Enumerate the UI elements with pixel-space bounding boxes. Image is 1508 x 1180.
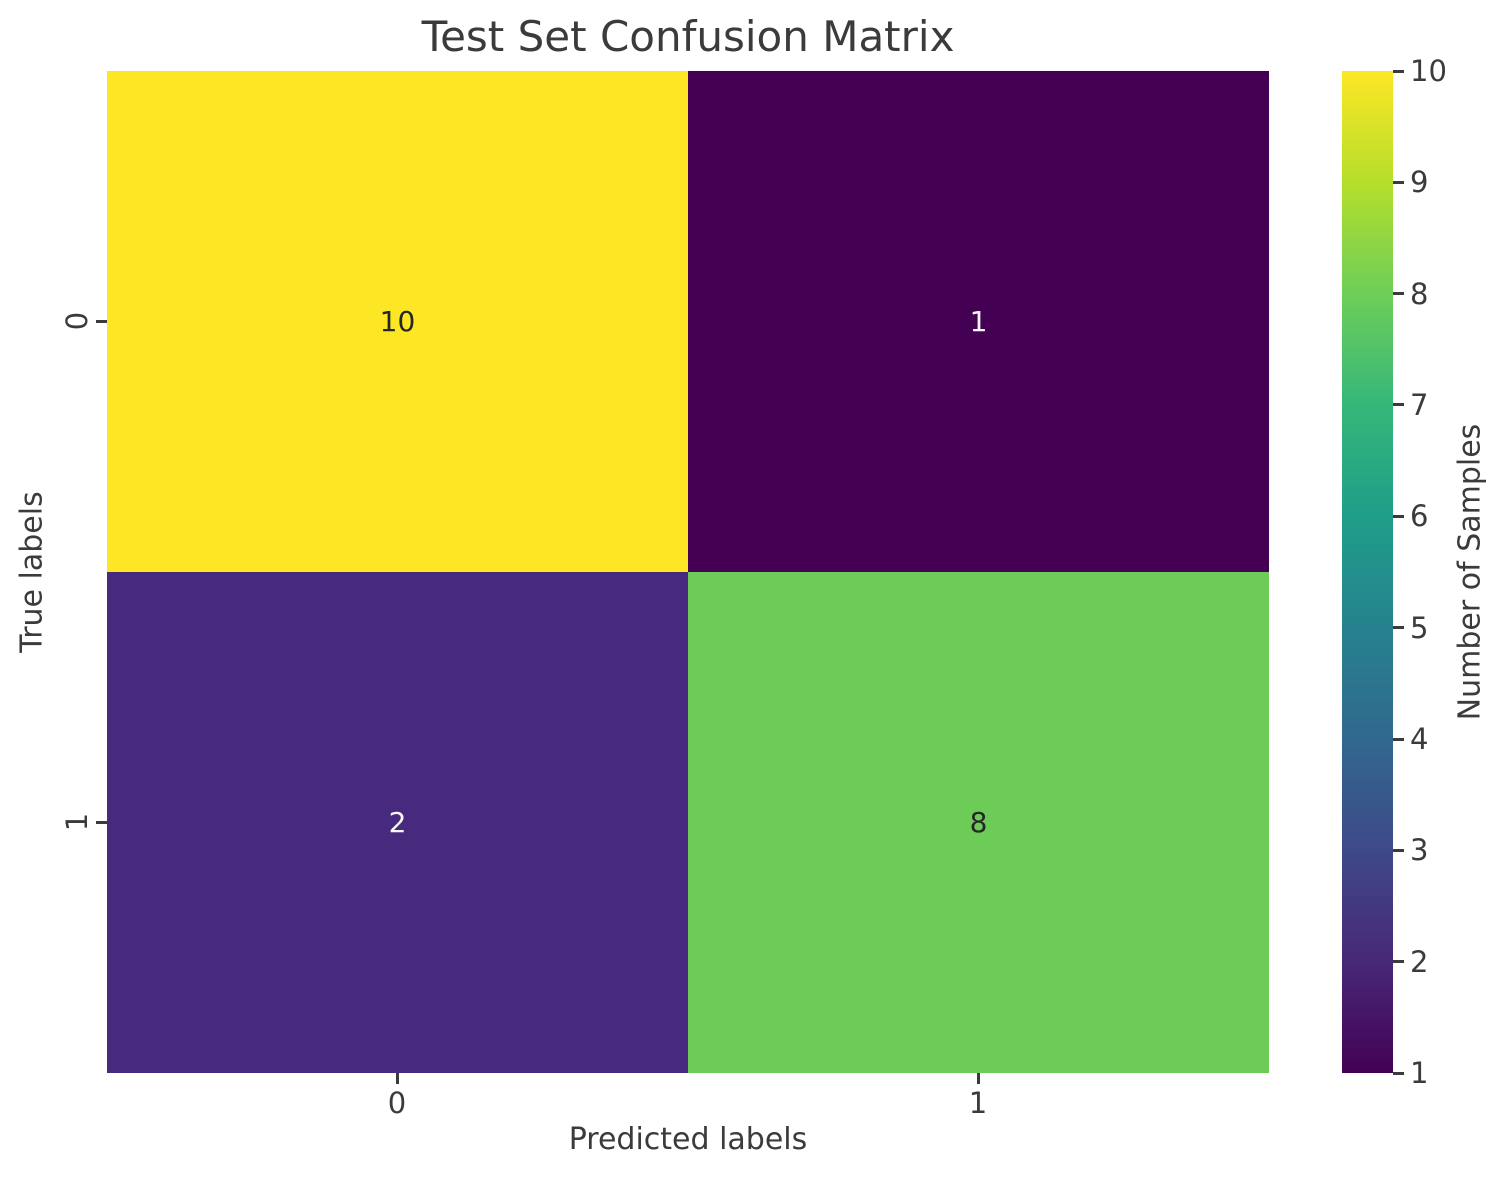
colorbar-tick-label: 7 — [1410, 387, 1429, 422]
colorbar-tick-label: 8 — [1410, 276, 1429, 311]
y-tick-label-0: 0 — [60, 311, 94, 331]
y-tick-mark-1 — [96, 821, 107, 824]
heatmap-cell-true0-pred0: 10 — [107, 71, 688, 572]
colorbar-tick-label: 10 — [1410, 54, 1447, 88]
x-axis-label: Predicted labels — [568, 1122, 808, 1157]
heatmap-cell-true0-pred1: 1 — [688, 71, 1269, 572]
y-tick-mark-0 — [96, 320, 107, 323]
colorbar-tick-mark — [1393, 403, 1404, 407]
x-tick-label-1: 1 — [968, 1086, 988, 1120]
colorbar-tick-mark — [1393, 960, 1404, 964]
colorbar-tick-mark — [1393, 69, 1404, 73]
y-tick-label-1: 1 — [60, 812, 94, 832]
chart-title: Test Set Confusion Matrix — [421, 12, 955, 61]
colorbar-tick-label: 4 — [1410, 722, 1429, 756]
colorbar-tick-mark — [1393, 292, 1404, 296]
colorbar-tick-label: 3 — [1410, 833, 1429, 868]
heatmap-grid: 10 1 2 8 — [107, 71, 1269, 1073]
colorbar — [1342, 71, 1393, 1073]
y-axis-label: True labels — [14, 491, 50, 653]
x-tick-mark-1 — [977, 1073, 980, 1084]
x-tick-mark-0 — [396, 1073, 399, 1084]
heatmap-cell-true1-pred1: 8 — [688, 572, 1269, 1073]
colorbar-tick-label: 1 — [1410, 1056, 1429, 1090]
x-tick-label-0: 0 — [387, 1086, 407, 1120]
cell-value-true1-pred1: 8 — [969, 805, 988, 839]
heatmap-cell-true1-pred0: 2 — [107, 572, 688, 1073]
colorbar-tick-mark — [1393, 1071, 1404, 1075]
colorbar-tick-mark — [1393, 514, 1404, 518]
colorbar-tick-mark — [1393, 737, 1404, 741]
cell-value-true1-pred0: 2 — [388, 805, 407, 839]
colorbar-tick-label: 9 — [1410, 165, 1429, 200]
colorbar-tick-mark — [1393, 626, 1404, 630]
colorbar-ticks: 10 9 8 7 6 5 4 3 — [1342, 54, 1462, 1090]
colorbar-tick-label: 5 — [1410, 610, 1429, 645]
colorbar-tick-label: 2 — [1410, 944, 1429, 979]
colorbar-tick-label: 6 — [1410, 499, 1429, 534]
cell-value-true0-pred0: 10 — [379, 304, 416, 338]
colorbar-tick-mark — [1393, 180, 1404, 184]
cell-value-true0-pred1: 1 — [969, 304, 988, 338]
colorbar-axis-label: Number of Samples — [1452, 423, 1488, 721]
colorbar-tick-mark — [1393, 848, 1404, 852]
